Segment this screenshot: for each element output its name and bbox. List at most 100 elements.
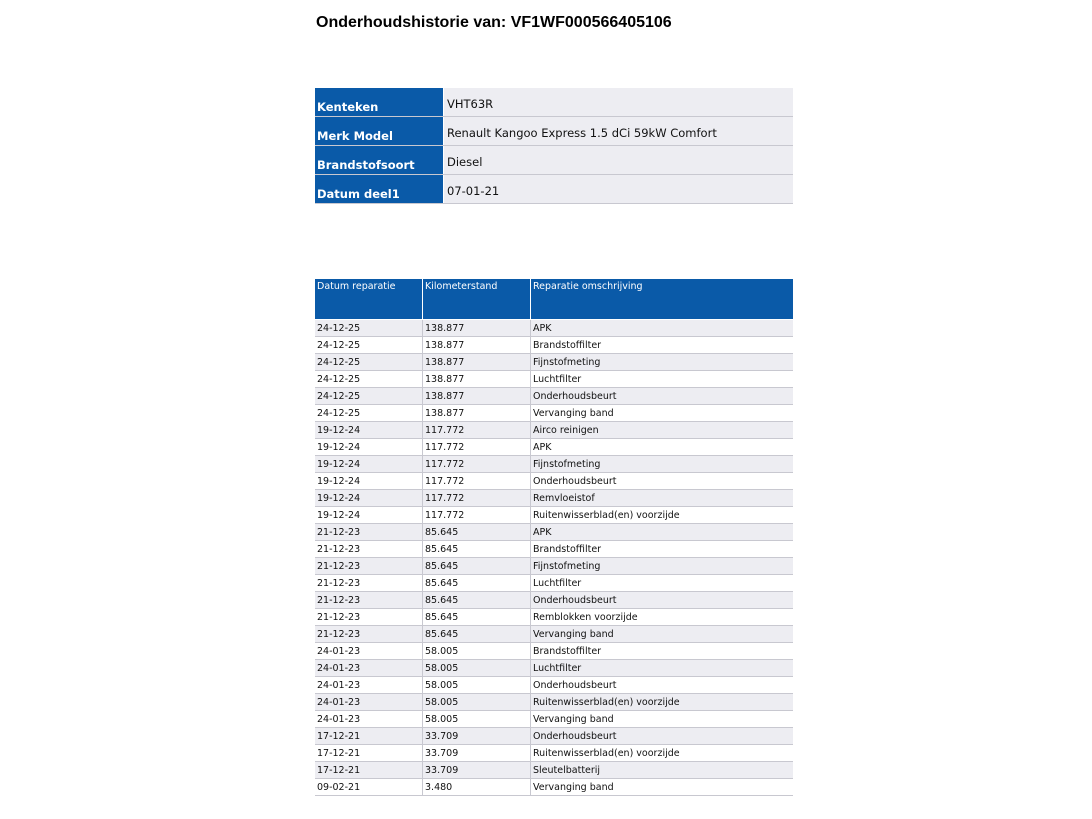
header-kilometerstand: Kilometerstand	[422, 279, 531, 320]
table-row: 19-12-24 117.772 Onderhoudsbeurt	[315, 472, 793, 490]
vehicle-info-value: 07-01-21	[443, 174, 793, 204]
repair-description-cell: Brandstoffilter	[530, 642, 793, 660]
repair-description-cell: Vervanging band	[530, 404, 793, 422]
mileage-cell: 117.772	[422, 489, 531, 507]
table-header-row: Datum reparatie Kilometerstand Reparatie…	[315, 279, 793, 320]
mileage-cell: 85.645	[422, 608, 531, 626]
repair-description-cell: APK	[530, 438, 793, 456]
mileage-cell: 138.877	[422, 370, 531, 388]
repair-description-cell: Luchtfilter	[530, 370, 793, 388]
table-row: 24-12-25 138.877 Vervanging band	[315, 404, 793, 422]
repair-description-cell: Onderhoudsbeurt	[530, 387, 793, 405]
table-row: 19-12-24 117.772 Airco reinigen	[315, 421, 793, 439]
repair-date-cell: 24-12-25	[315, 387, 423, 405]
header-reparatie-omschrijving: Reparatie omschrijving	[530, 279, 793, 320]
repair-description-cell: Brandstoffilter	[530, 336, 793, 354]
mileage-cell: 85.645	[422, 557, 531, 575]
table-row: 17-12-21 33.709 Ruitenwisserblad(en) voorz…	[315, 744, 793, 762]
table-row: 24-01-23 58.005 Brandstoffilter	[315, 642, 793, 660]
repair-date-cell: 24-12-25	[315, 353, 423, 371]
mileage-cell: 33.709	[422, 761, 531, 779]
vehicle-info-row: Brandstofsoort Diesel	[315, 145, 793, 175]
repair-date-cell: 24-12-25	[315, 370, 423, 388]
mileage-cell: 85.645	[422, 574, 531, 592]
repair-description-cell: Remvloeistof	[530, 489, 793, 507]
table-row: 21-12-23 85.645 Luchtfilter	[315, 574, 793, 592]
repair-description-cell: Luchtfilter	[530, 574, 793, 592]
mileage-cell: 58.005	[422, 659, 531, 677]
repair-date-cell: 19-12-24	[315, 455, 423, 473]
mileage-cell: 138.877	[422, 387, 531, 405]
vehicle-info-row: Kenteken VHT63R	[315, 88, 793, 117]
vehicle-info-value: Renault Kangoo Express 1.5 dCi 59kW Comf…	[443, 116, 793, 146]
repair-description-cell: Vervanging band	[530, 625, 793, 643]
mileage-cell: 58.005	[422, 642, 531, 660]
repair-date-cell: 24-12-25	[315, 319, 423, 337]
repair-date-cell: 19-12-24	[315, 421, 423, 439]
repair-date-cell: 24-12-25	[315, 336, 423, 354]
repair-date-cell: 09-02-21	[315, 778, 423, 796]
mileage-cell: 138.877	[422, 319, 531, 337]
table-row: 24-01-23 58.005 Onderhoudsbeurt	[315, 676, 793, 694]
mileage-cell: 58.005	[422, 693, 531, 711]
header-datum-reparatie: Datum reparatie	[315, 279, 423, 320]
table-row: 21-12-23 85.645 APK	[315, 523, 793, 541]
table-row: 24-12-25 138.877 APK	[315, 319, 793, 337]
mileage-cell: 117.772	[422, 438, 531, 456]
table-row: 17-12-21 33.709 Sleutelbatterij	[315, 761, 793, 779]
repair-date-cell: 21-12-23	[315, 608, 423, 626]
repair-date-cell: 21-12-23	[315, 540, 423, 558]
mileage-cell: 138.877	[422, 353, 531, 371]
repair-date-cell: 24-01-23	[315, 676, 423, 694]
mileage-cell: 58.005	[422, 710, 531, 728]
table-row: 24-12-25 138.877 Fijnstofmeting	[315, 353, 793, 371]
table-row: 21-12-23 85.645 Fijnstofmeting	[315, 557, 793, 575]
mileage-cell: 138.877	[422, 404, 531, 422]
mileage-cell: 85.645	[422, 591, 531, 609]
table-row: 19-12-24 117.772 Fijnstofmeting	[315, 455, 793, 473]
repair-description-cell: Fijnstofmeting	[530, 353, 793, 371]
table-row: 21-12-23 85.645 Vervanging band	[315, 625, 793, 643]
repair-date-cell: 19-12-24	[315, 506, 423, 524]
table-row: 21-12-23 85.645 Onderhoudsbeurt	[315, 591, 793, 609]
vehicle-info-label: Merk Model	[315, 116, 444, 146]
mileage-cell: 85.645	[422, 625, 531, 643]
table-row: 24-12-25 138.877 Brandstoffilter	[315, 336, 793, 354]
mileage-cell: 117.772	[422, 472, 531, 490]
repair-date-cell: 24-01-23	[315, 693, 423, 711]
repair-description-cell: Ruitenwisserblad(en) voorzijde	[530, 693, 793, 711]
repair-date-cell: 19-12-24	[315, 438, 423, 456]
repair-description-cell: Onderhoudsbeurt	[530, 472, 793, 490]
repair-description-cell: Fijnstofmeting	[530, 557, 793, 575]
mileage-cell: 33.709	[422, 727, 531, 745]
repair-description-cell: Onderhoudsbeurt	[530, 727, 793, 745]
repair-date-cell: 21-12-23	[315, 625, 423, 643]
repair-date-cell: 21-12-23	[315, 557, 423, 575]
vehicle-info-label: Datum deel1	[315, 174, 444, 204]
page-title: Onderhoudshistorie van: VF1WF00056640510…	[316, 14, 672, 31]
mileage-cell: 85.645	[422, 523, 531, 541]
table-row: 17-12-21 33.709 Onderhoudsbeurt	[315, 727, 793, 745]
repair-description-cell: Vervanging band	[530, 710, 793, 728]
repair-description-cell: Brandstoffilter	[530, 540, 793, 558]
repair-date-cell: 17-12-21	[315, 761, 423, 779]
table-row: 24-12-25 138.877 Luchtfilter	[315, 370, 793, 388]
table-row: 19-12-24 117.772 Ruitenwisserblad(en) voor…	[315, 506, 793, 524]
mileage-cell: 33.709	[422, 744, 531, 762]
repair-date-cell: 17-12-21	[315, 744, 423, 762]
repair-description-cell: Onderhoudsbeurt	[530, 676, 793, 694]
table-row: 21-12-23 85.645 Brandstoffilter	[315, 540, 793, 558]
table-row: 19-12-24 117.772 APK	[315, 438, 793, 456]
table-row: 21-12-23 85.645 Remblokken voorzijde	[315, 608, 793, 626]
vehicle-info-label: Kenteken	[315, 88, 444, 117]
maintenance-history-table: Datum reparatie Kilometerstand Reparatie…	[315, 279, 793, 796]
mileage-cell: 3.480	[422, 778, 531, 796]
repair-date-cell: 21-12-23	[315, 523, 423, 541]
repair-date-cell: 24-01-23	[315, 659, 423, 677]
repair-description-cell: Sleutelbatterij	[530, 761, 793, 779]
vehicle-info-row: Merk Model Renault Kangoo Express 1.5 dCi…	[315, 116, 793, 146]
repair-date-cell: 19-12-24	[315, 489, 423, 507]
vehicle-info-label: Brandstofsoort	[315, 145, 444, 175]
vehicle-info-table: Kenteken VHT63R Merk Model Renault Kangoo E…	[315, 88, 793, 204]
mileage-cell: 117.772	[422, 421, 531, 439]
